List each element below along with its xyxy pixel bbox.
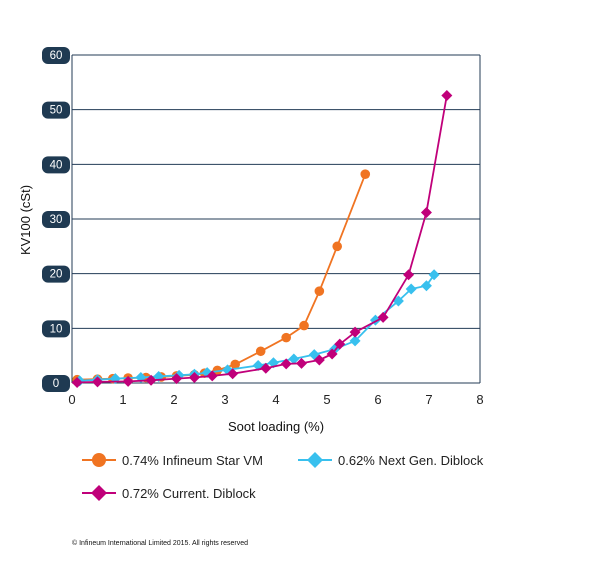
x-tick-labels: 0 1 2 3 4 5 6 7 8 (68, 392, 483, 407)
data-point (360, 169, 371, 179)
x-tick-label-6: 6 (374, 392, 381, 407)
data-point (420, 280, 432, 292)
y-tick-20: 20 (42, 265, 70, 283)
y-tick-label: 40 (50, 159, 63, 171)
data-point (227, 368, 239, 380)
data-point (281, 332, 292, 343)
data-point (332, 241, 343, 252)
data-point (188, 372, 200, 384)
y-tick-labels: 0 10 20 30 40 50 60 (42, 47, 70, 392)
legend-marker-diamond-icon (91, 485, 107, 501)
y-tick-badge (42, 320, 70, 338)
data-point (299, 320, 309, 331)
y-tick-label: 60 (50, 50, 63, 62)
data-point (392, 295, 404, 307)
data-point (296, 357, 307, 369)
data-point (206, 370, 218, 382)
y-tick-label: 20 (50, 269, 63, 281)
data-point (145, 374, 157, 386)
y-tick-badge (42, 265, 70, 283)
legend: 0.74% Infineum Star VM 0.62% Next Gen. D… (82, 452, 484, 501)
legend-label-current-diblock: 0.72% Current. Diblock (122, 486, 256, 501)
data-point (260, 362, 272, 374)
data-point (349, 326, 361, 338)
y-tick-label: 0 (53, 378, 59, 390)
legend-marker-diamond-icon (307, 452, 323, 468)
legend-marker-circle-icon (92, 453, 106, 467)
x-tick-label-1: 1 (119, 392, 126, 407)
y-tick-0: 0 (42, 375, 70, 392)
data-point (122, 375, 134, 387)
data-point (288, 353, 300, 365)
legend-label-next-gen-diblock: 0.62% Next Gen. Diblock (338, 453, 484, 468)
data-point (255, 346, 266, 357)
y-tick-60: 60 (42, 47, 70, 64)
series-0-72-current-diblock (71, 89, 453, 388)
legend-item-next-gen-diblock: 0.62% Next Gen. Diblock (298, 452, 484, 468)
y-tick-label: 10 (50, 323, 63, 335)
y-tick-badge (42, 156, 70, 174)
data-point (313, 354, 325, 366)
x-tick-label-7: 7 (425, 392, 432, 407)
y-tick-badge (42, 47, 70, 64)
y-tick-badge (42, 211, 70, 228)
data-point (334, 338, 346, 350)
x-tick-label-8: 8 (476, 392, 483, 407)
y-tick-badge (42, 101, 70, 119)
data-point (71, 376, 83, 388)
legend-item-infineum-star-vm: 0.74% Infineum Star VM (82, 453, 263, 468)
x-axis-label: Soot loading (%) (228, 419, 324, 434)
data-point (441, 89, 453, 101)
data-point (326, 348, 338, 360)
y-axis-label: KV100 (cSt) (18, 185, 33, 255)
x-tick-label-4: 4 (272, 392, 279, 407)
data-series (71, 89, 453, 388)
data-point (92, 376, 103, 388)
y-tick-50: 50 (42, 101, 70, 119)
y-tick-badge (42, 375, 70, 392)
y-tick-30: 30 (42, 211, 70, 228)
data-point (349, 335, 361, 347)
y-tick-40: 40 (42, 156, 70, 174)
y-tick-label: 30 (50, 214, 63, 226)
y-tick-label: 50 (50, 105, 63, 117)
data-point (403, 269, 415, 281)
data-point (405, 283, 417, 295)
series-line-0-74-infineum-star-vm (77, 173, 367, 381)
legend-label-infineum-star-vm: 0.74% Infineum Star VM (122, 453, 263, 468)
x-tick-label-0: 0 (68, 392, 75, 407)
legend-item-current-diblock: 0.72% Current. Diblock (82, 485, 256, 501)
data-point (280, 358, 292, 370)
copyright-notice: © Infineum International Limited 2015. A… (72, 539, 248, 547)
x-tick-label-3: 3 (221, 392, 228, 407)
data-point (420, 206, 432, 218)
data-point (314, 286, 325, 296)
data-point (230, 359, 240, 370)
series-line-0-72-current-diblock (77, 95, 448, 384)
y-tick-10: 10 (42, 320, 70, 338)
x-tick-label-5: 5 (323, 392, 330, 407)
x-tick-label-2: 2 (170, 392, 177, 407)
data-point (428, 269, 440, 281)
series-0-62-next-gen-diblock (74, 269, 440, 387)
axes (71, 55, 481, 384)
gridlines (72, 54, 480, 329)
data-point (377, 311, 389, 323)
data-point (171, 373, 183, 385)
